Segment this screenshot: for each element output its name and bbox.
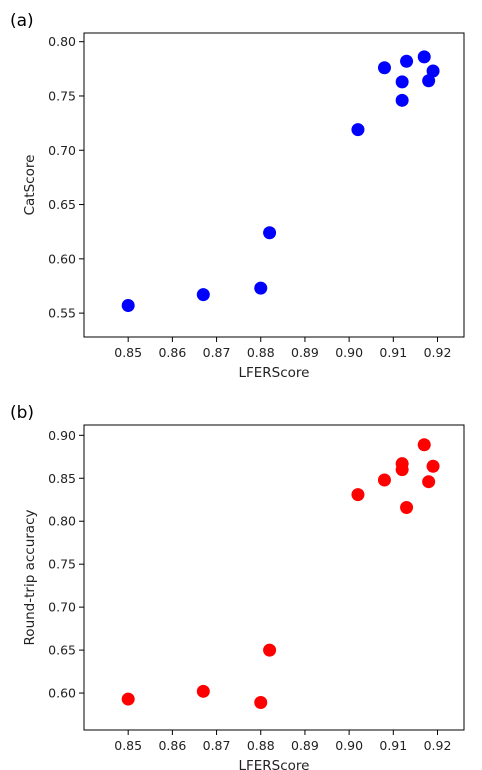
x-tick-label: 0.90 xyxy=(335,345,363,360)
y-tick-label: 0.70 xyxy=(48,600,76,615)
data-point xyxy=(395,93,409,107)
y-tick-label: 0.80 xyxy=(48,514,76,529)
panel-label: (b) xyxy=(10,403,34,423)
x-tick-label: 0.85 xyxy=(114,345,142,360)
data-point xyxy=(121,692,135,706)
data-point xyxy=(422,475,436,489)
y-tick-label: 0.65 xyxy=(48,197,76,212)
panel-b: (b) 0.85 0.86 0.87 0.88 0.89 0.90 0.91 0.92 0.60 0… xyxy=(10,403,465,770)
panel-label: (a) xyxy=(10,11,34,31)
x-tick-label: 0.87 xyxy=(203,738,231,753)
data-point xyxy=(417,438,431,452)
y-tick-label: 0.75 xyxy=(48,88,76,103)
y-tick-label: 0.65 xyxy=(48,643,76,658)
x-tick-label: 0.91 xyxy=(379,738,407,753)
x-tick-label: 0.92 xyxy=(424,345,452,360)
x-tick-label: 0.86 xyxy=(158,738,186,753)
x-tick-label: 0.88 xyxy=(247,345,275,360)
data-point xyxy=(395,75,409,89)
data-point xyxy=(426,459,440,473)
y-axis-title: Round-trip accuracy xyxy=(22,510,38,646)
x-tick-label: 0.91 xyxy=(379,345,407,360)
y-tick-label: 0.60 xyxy=(48,251,76,266)
plot-frame xyxy=(83,424,465,731)
data-point xyxy=(263,226,277,240)
data-point xyxy=(351,123,365,137)
data-point xyxy=(377,473,391,487)
data-point xyxy=(196,684,210,698)
plot-frame xyxy=(83,32,465,338)
y-tick-label: 0.75 xyxy=(48,557,76,572)
data-point xyxy=(196,288,210,302)
data-point xyxy=(400,54,414,68)
x-tick-label: 0.89 xyxy=(291,738,319,753)
data-point xyxy=(254,696,268,710)
y-tick-label: 0.60 xyxy=(48,686,76,701)
data-point xyxy=(254,281,268,295)
data-point xyxy=(422,74,436,88)
y-tick-label: 0.55 xyxy=(48,306,76,321)
data-point xyxy=(417,50,431,64)
x-tick-label: 0.90 xyxy=(335,738,363,753)
data-point xyxy=(351,488,365,502)
x-tick-label: 0.85 xyxy=(114,738,142,753)
x-tick-label: 0.89 xyxy=(291,345,319,360)
y-tick-label: 0.70 xyxy=(48,143,76,158)
data-point xyxy=(121,299,135,313)
x-axis-title: LFERScore xyxy=(238,758,309,770)
y-axis-title: CatScore xyxy=(22,155,38,216)
x-tick-label: 0.88 xyxy=(247,738,275,753)
data-point xyxy=(377,61,391,75)
panel-a: (a) 0.85 0.86 0.87 0.88 0.89 0.90 0.91 0.92 0.55 0… xyxy=(10,11,465,381)
y-tick-label: 0.80 xyxy=(48,34,76,49)
data-point xyxy=(263,643,277,657)
x-tick-label: 0.87 xyxy=(203,345,231,360)
y-tick-label: 0.85 xyxy=(48,471,76,486)
y-tick-label: 0.90 xyxy=(48,428,76,443)
x-tick-label: 0.86 xyxy=(158,345,186,360)
data-point xyxy=(400,500,414,514)
x-axis-title: LFERScore xyxy=(238,365,309,381)
data-point xyxy=(395,463,409,477)
data-point xyxy=(426,64,440,78)
x-tick-label: 0.92 xyxy=(424,738,452,753)
